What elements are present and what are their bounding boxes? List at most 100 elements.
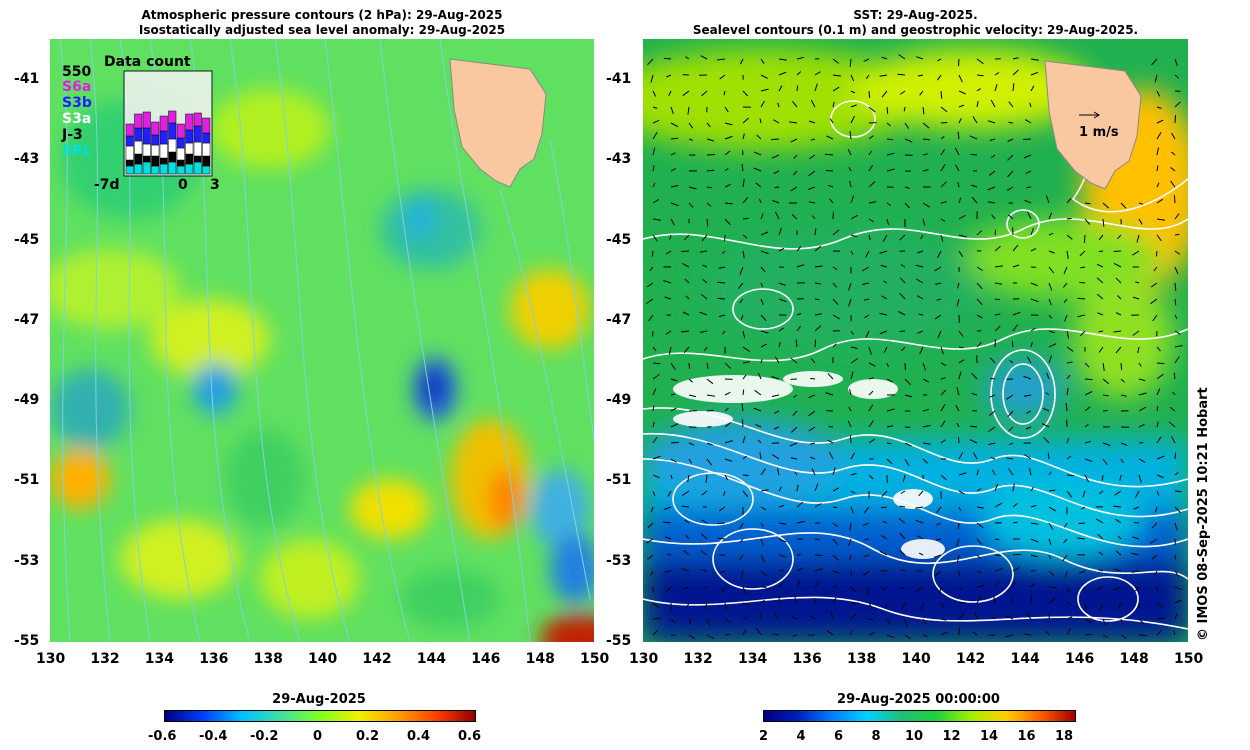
velocity-vector xyxy=(796,264,805,268)
velocity-vector xyxy=(772,119,780,124)
velocity-vector xyxy=(1102,378,1110,385)
velocity-vector xyxy=(742,586,747,595)
velocity-vector xyxy=(1063,266,1068,275)
velocity-vector xyxy=(940,149,945,156)
velocity-vector xyxy=(1138,218,1143,225)
velocity-vector xyxy=(742,217,749,220)
velocity-vector xyxy=(814,228,817,236)
velocity-vector xyxy=(724,183,731,188)
velocity-vector xyxy=(1023,154,1032,159)
velocity-vector xyxy=(652,362,661,365)
velocity-vector xyxy=(754,389,762,396)
velocity-vector xyxy=(885,602,888,608)
velocity-vector xyxy=(976,88,981,92)
velocity-vector xyxy=(988,426,996,432)
velocity-vector xyxy=(778,486,783,492)
velocity-vector xyxy=(742,616,748,620)
left-map-panel[interactable]: 550 Data count S6a S3b S3a J-3 SRL -7d 0… xyxy=(50,39,594,642)
velocity-vector xyxy=(824,153,834,156)
velocity-vector xyxy=(742,389,745,396)
velocity-vector xyxy=(1156,373,1164,380)
inset-bar-segment xyxy=(159,163,168,175)
velocity-vector xyxy=(971,196,978,204)
inset-bar-segment xyxy=(125,135,134,147)
lat-tick--51: -51 xyxy=(14,472,40,489)
velocity-vector xyxy=(971,373,978,380)
inset-bar-segment xyxy=(176,137,185,149)
velocity-vector xyxy=(994,313,1001,316)
velocity-vector xyxy=(1062,554,1068,562)
velocity-vector xyxy=(1045,392,1050,396)
velocity-vector xyxy=(760,330,769,334)
velocity-vector xyxy=(772,454,780,460)
inset-bar-segment xyxy=(193,112,202,127)
velocity-vector xyxy=(724,474,729,481)
velocity-vector xyxy=(976,554,982,560)
velocity-vector xyxy=(808,394,816,399)
velocity-vector xyxy=(738,282,744,289)
velocity-vector xyxy=(976,584,985,588)
velocity-vector xyxy=(777,102,780,108)
velocity-vector xyxy=(1064,570,1068,579)
velocity-vector xyxy=(742,436,746,444)
velocity-vector xyxy=(778,58,787,61)
velocity-vector xyxy=(1113,505,1122,508)
velocity-vector xyxy=(1132,536,1140,540)
velocity-vector xyxy=(724,440,733,444)
velocity-vector xyxy=(904,202,910,209)
velocity-vector xyxy=(1008,121,1014,124)
velocity-vector xyxy=(1156,405,1159,412)
velocity-vector xyxy=(1102,362,1105,371)
inset-bar-segment xyxy=(185,142,194,155)
right-title-line2: Sealevel contours (0.1 m) and geostrophi… xyxy=(692,23,1139,37)
velocity-vector xyxy=(850,104,857,108)
velocity-vector xyxy=(956,282,960,289)
velocity-vector xyxy=(976,595,982,604)
velocity-vector xyxy=(652,421,655,428)
velocity-vector xyxy=(667,490,672,497)
velocity-vector xyxy=(670,202,679,207)
velocity-vector xyxy=(1156,362,1165,365)
velocity-vector xyxy=(814,554,823,557)
velocity-vector xyxy=(990,456,996,460)
velocity-vector xyxy=(792,100,798,108)
velocity-vector xyxy=(1131,570,1140,573)
inset-bar-segment xyxy=(168,122,177,140)
velocity-vector xyxy=(1138,458,1146,463)
velocity-vector xyxy=(1084,440,1092,444)
inset-bar-segment xyxy=(193,155,202,163)
velocity-vector xyxy=(957,181,960,188)
velocity-vector xyxy=(688,458,693,464)
velocity-vector xyxy=(753,167,762,172)
velocity-vector xyxy=(1006,394,1014,400)
lon-tick-134: 134 xyxy=(738,651,768,667)
inset-x-mid: 0 xyxy=(178,177,188,193)
velocity-vector xyxy=(652,617,661,620)
inset-bar-segment xyxy=(159,157,168,165)
right-map-panel[interactable]: 1 m/s xyxy=(643,39,1188,642)
velocity-vector xyxy=(1120,442,1128,447)
velocity-vector xyxy=(1098,330,1104,333)
velocity-vector xyxy=(1066,474,1075,477)
velocity-vector xyxy=(1173,372,1176,380)
velocity-vector xyxy=(683,549,690,556)
velocity-vector xyxy=(792,634,798,637)
velocity-vector xyxy=(1134,490,1140,498)
velocity-vector xyxy=(899,234,906,241)
velocity-vector xyxy=(881,295,888,300)
velocity-vector xyxy=(868,164,874,172)
velocity-vector xyxy=(718,314,726,317)
velocity-vector xyxy=(760,314,767,322)
velocity-vector xyxy=(1156,490,1160,496)
velocity-vector xyxy=(1156,131,1162,140)
velocity-vector xyxy=(1119,474,1122,481)
velocity-vector xyxy=(976,298,983,306)
velocity-vector xyxy=(789,442,798,447)
velocity-vector xyxy=(652,106,658,109)
velocity-vector xyxy=(724,167,729,172)
velocity-vector xyxy=(826,135,834,140)
inset-bar-segment xyxy=(193,141,202,157)
velocity-vector xyxy=(850,214,859,220)
velocity-vector xyxy=(1151,58,1158,66)
velocity-vector xyxy=(1007,186,1014,191)
